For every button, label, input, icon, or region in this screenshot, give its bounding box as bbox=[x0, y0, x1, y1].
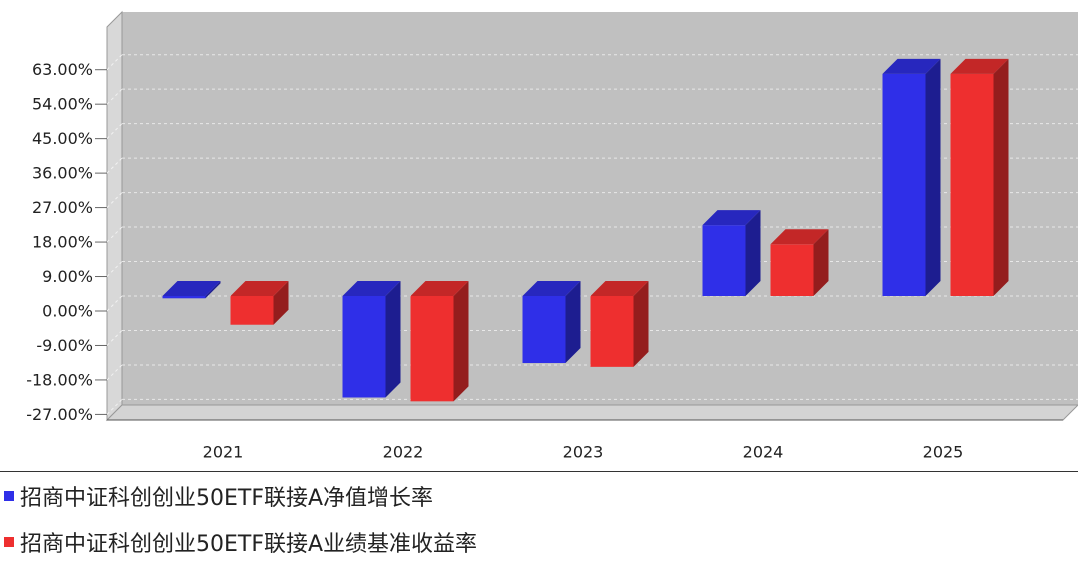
y-tick-label: 54.00% bbox=[32, 95, 93, 114]
y-tick-label: -27.00% bbox=[26, 405, 93, 424]
bar-benchmark-2022-side bbox=[453, 281, 469, 402]
x-tick-label: 2022 bbox=[383, 443, 424, 462]
chart: 63.00% 54.00% 45.00% 36.00% 27.00% 18.00% 9.00… bbox=[26, 10, 1078, 462]
legend: 招商中证科创创业50ETF联接A净值增长率 招商中证科创创业50ETF联接A业绩… bbox=[0, 471, 1078, 564]
y-tick-label: 0.00% bbox=[42, 302, 93, 321]
bar-benchmark-2021 bbox=[230, 296, 274, 325]
y-tick-label: 27.00% bbox=[32, 198, 93, 217]
y-tick-label: 36.00% bbox=[32, 164, 93, 183]
bar-benchmark-2022-top bbox=[410, 281, 469, 296]
bar-benchmark-2025-side bbox=[993, 58, 1009, 296]
bar-benchmark-2025-top bbox=[950, 58, 1009, 74]
y-tick-label: 9.00% bbox=[42, 267, 93, 286]
bar-benchmark-2023-top bbox=[590, 281, 649, 296]
legend-label-benchmark: 招商中证科创创业50ETF联接A业绩基准收益率 bbox=[20, 532, 478, 557]
legend-swatch-nav bbox=[4, 491, 14, 501]
bar-nav-2022-side bbox=[385, 281, 401, 398]
bar-nav-2021-top bbox=[162, 281, 221, 296]
y-tick-label: -18.00% bbox=[26, 370, 93, 389]
y-tick-label: 45.00% bbox=[32, 129, 93, 148]
bar-nav-2022 bbox=[342, 296, 386, 398]
plot-side-wall bbox=[106, 10, 123, 422]
x-tick-label: 2025 bbox=[923, 443, 964, 462]
bar-benchmark-2023 bbox=[590, 296, 634, 367]
y-tick-label: 63.00% bbox=[32, 60, 93, 79]
bar-benchmark-2023-side bbox=[633, 281, 649, 367]
bar-nav-2023 bbox=[522, 296, 566, 364]
y-tick-label: -9.00% bbox=[36, 336, 93, 355]
legend-item-benchmark: 招商中证科创创业50ETF联接A业绩基准收益率 bbox=[4, 522, 477, 562]
bar-benchmark-2022 bbox=[410, 296, 454, 402]
legend-swatch-benchmark bbox=[4, 537, 14, 547]
y-tick-label: 18.00% bbox=[32, 233, 93, 252]
bar-nav-2025 bbox=[882, 73, 926, 296]
legend-label-nav: 招商中证科创创业50ETF联接A净值增长率 bbox=[20, 486, 434, 511]
bar-nav-2024-side bbox=[745, 210, 761, 296]
bar-benchmark-2024-top bbox=[770, 229, 829, 245]
bar-nav-2021-side bbox=[205, 281, 221, 299]
legend-item-nav: 招商中证科创创业50ETF联接A净值增长率 bbox=[4, 476, 433, 516]
bar-benchmark-2021-side bbox=[273, 281, 289, 325]
bar-benchmark-2025 bbox=[950, 73, 994, 296]
bar-nav-2022-top bbox=[342, 281, 401, 296]
bar-benchmark-2021-top bbox=[230, 281, 289, 296]
x-tick-label: 2023 bbox=[563, 443, 604, 462]
chart-svg: 63.00% 54.00% 45.00% 36.00% 27.00% 18.00% 9.00… bbox=[26, 10, 1078, 462]
x-tick-label: 2021 bbox=[203, 443, 244, 462]
plot-floor bbox=[105, 404, 1078, 421]
bar-nav-2025-top bbox=[882, 58, 941, 74]
bar-nav-2023-top bbox=[522, 281, 581, 296]
bar-nav-2025-side bbox=[925, 58, 941, 296]
bar-benchmark-2024-side bbox=[813, 229, 829, 296]
x-tick-label: 2024 bbox=[743, 443, 784, 462]
bar-nav-2024 bbox=[702, 225, 746, 296]
bar-nav-2024-top bbox=[702, 210, 761, 226]
bar-nav-2023-side bbox=[565, 281, 581, 364]
bar-nav-2021 bbox=[162, 296, 206, 299]
bar-benchmark-2024 bbox=[770, 244, 814, 296]
